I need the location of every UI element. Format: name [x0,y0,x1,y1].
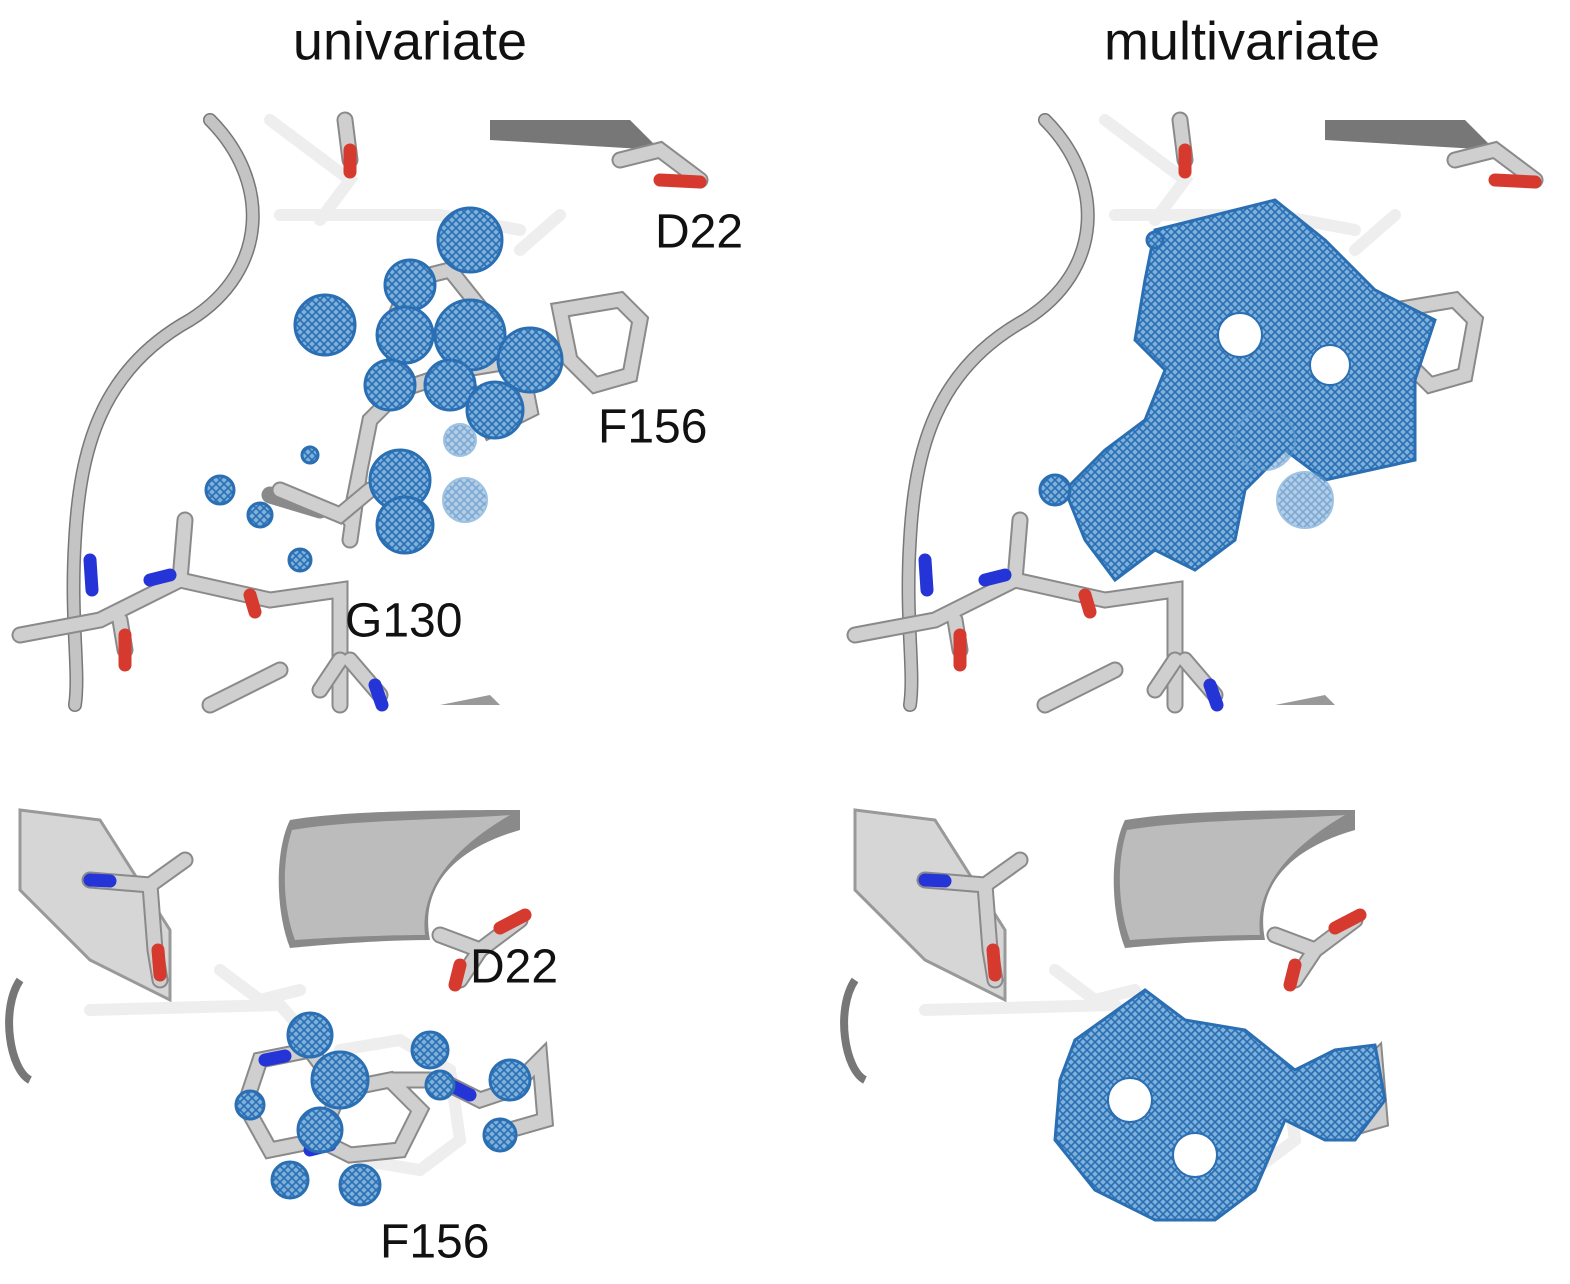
panel-bottom-multivariate [844,810,1385,1222]
column-title: multivariate [1104,11,1380,71]
residue-label: D22 [655,206,743,259]
column-title: univariate [293,11,527,71]
residue-label: G130 [345,595,462,648]
panel-top-univariate: D22 F156 G130 [20,120,743,705]
residue-label: D22 [470,941,558,994]
residue-label: F156 [598,401,707,454]
residue-label: F156 [380,1216,489,1269]
panel-top-multivariate [855,120,1535,705]
panel-bottom-univariate: D22 F156 [9,810,558,1269]
